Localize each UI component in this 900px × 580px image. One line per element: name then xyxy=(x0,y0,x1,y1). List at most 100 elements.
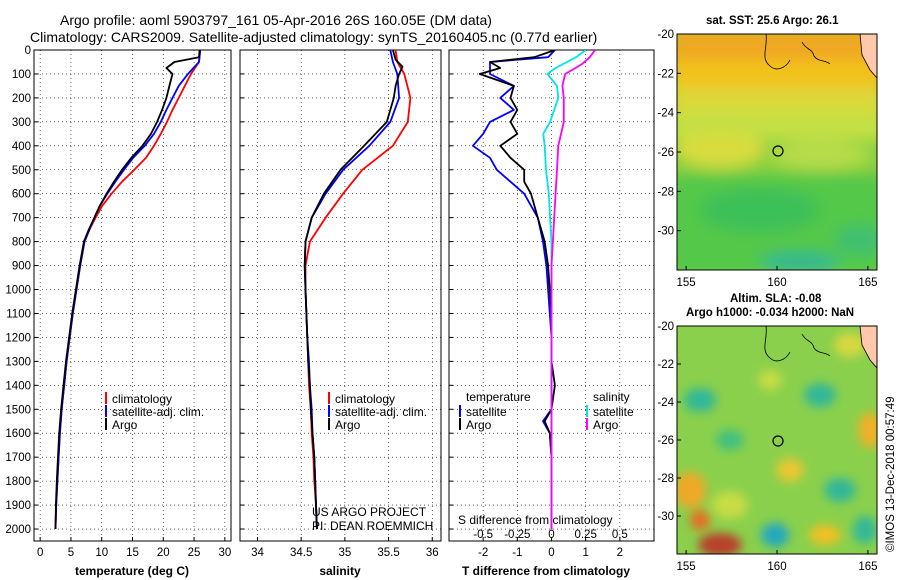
series-group xyxy=(303,50,412,530)
x-axis-label: T difference from climatology xyxy=(462,564,630,578)
lat-tick-label: -28 xyxy=(657,473,674,485)
series-line-argo xyxy=(303,50,404,530)
plot-frame xyxy=(239,49,442,542)
series-group xyxy=(471,50,596,529)
legend-s-satellite: satellite xyxy=(593,405,634,419)
depth-tick-label: 1200 xyxy=(5,332,31,344)
legend-satellite: satellite-adj. clim. xyxy=(112,405,204,419)
x-tick-label: 0 xyxy=(548,547,554,559)
lon-tick-label: 165 xyxy=(858,561,877,573)
depth-tick-label: 1400 xyxy=(5,380,31,392)
sla-map-title-line1: Altim. SLA: -0.08 xyxy=(730,293,822,305)
x-tick-label: 34.5 xyxy=(290,547,312,559)
lat-tick-label: -24 xyxy=(657,108,674,120)
difference-panel: -2 -1 0 1 2 -0.5 -0.25 0 0.25 0.5 T difference fro… xyxy=(448,49,655,578)
legend-climatology: climatology xyxy=(335,392,395,406)
series-line-argo xyxy=(54,50,201,530)
legend-title-temperature: temperature xyxy=(466,390,531,404)
legend-title-salinity: salinity xyxy=(593,390,630,404)
lat-tick-label: -22 xyxy=(657,359,674,371)
depth-tick-label: 2000 xyxy=(5,524,31,536)
map-axes: -20 -22 -24 -26 -28 -30 155 160 165 -20 -22 -24 -26 -… xyxy=(657,29,877,573)
s-diff-tick-label: 0.25 xyxy=(574,529,596,541)
depth-tick-label: 1700 xyxy=(5,452,31,464)
depth-tick-label: 1100 xyxy=(6,308,31,320)
x-axis-label: salinity xyxy=(319,564,361,578)
depth-tick-label: 900 xyxy=(12,261,31,273)
project-credit-line1: US ARGO PROJECT xyxy=(312,505,427,519)
s-diff-tick-label: 0 xyxy=(548,529,554,541)
lon-tick-label: 160 xyxy=(767,277,786,289)
x-tick-label: -2 xyxy=(478,547,488,559)
lat-tick-label: -22 xyxy=(657,68,674,80)
sst-map: sat. SST: 25.6 Argo: 26.1 xyxy=(676,15,878,271)
series-line-climatology xyxy=(304,50,412,530)
x-axis-label: temperature (deg C) xyxy=(75,564,189,578)
legend-t-argo: Argo xyxy=(466,418,492,432)
depth-tick-label: 1600 xyxy=(5,428,31,440)
lat-tick-label: -30 xyxy=(657,226,674,238)
depth-tick-label: 0 xyxy=(25,45,31,57)
lat-tick-label: -24 xyxy=(657,397,674,409)
legend-climatology: climatology xyxy=(112,392,172,406)
temperature-panel: 0100200300400500600700800900100011001200… xyxy=(5,45,232,578)
depth-tick-label: 500 xyxy=(12,165,31,177)
depth-tick-label: 1900 xyxy=(5,500,31,512)
difference-legend: temperature satellite Argo salinity sate… xyxy=(458,390,634,527)
depth-tick-label: 1500 xyxy=(5,404,31,416)
sst-map-title: sat. SST: 25.6 Argo: 26.1 xyxy=(706,15,839,27)
depth-tick-label: 200 xyxy=(12,93,31,105)
depth-tick-label: 400 xyxy=(12,141,31,153)
x-tick-label: 34 xyxy=(251,547,264,559)
s-diff-tick-label: -0.25 xyxy=(504,529,530,541)
sla-map: Altim. SLA: -0.08 Argo h1000: -0.034 h20… xyxy=(676,293,878,555)
lat-tick-label: -20 xyxy=(657,29,674,41)
x-tick-label: 0 xyxy=(37,547,43,559)
x-tick-label: 36 xyxy=(426,547,439,559)
legend-argo: Argo xyxy=(112,418,138,432)
x-tick-label: 30 xyxy=(218,547,231,559)
lon-tick-label: 155 xyxy=(676,561,695,573)
series-line-t-argo xyxy=(478,50,556,529)
depth-tick-label: 1800 xyxy=(5,476,31,488)
lon-tick-label: 160 xyxy=(767,561,786,573)
depth-tick-label: 100 xyxy=(12,69,31,81)
x-tick-label: -1 xyxy=(512,547,522,559)
depth-tick-label: 300 xyxy=(12,117,31,129)
lat-tick-label: -30 xyxy=(657,511,674,523)
depth-tick-label: 700 xyxy=(12,213,31,225)
s-diff-tick-label: -0.5 xyxy=(473,529,493,541)
project-credit-line2: PI: DEAN ROEMMICH xyxy=(312,519,433,533)
lon-tick-label: 165 xyxy=(858,277,877,289)
x-tick-label: 10 xyxy=(95,547,108,559)
profile-location-marker xyxy=(772,145,784,157)
legend-s-argo: Argo xyxy=(593,418,619,432)
title-line2: Climatology: CARS2009. Satellite-adjuste… xyxy=(30,29,597,45)
x-tick-label: 2 xyxy=(617,547,623,559)
series-group xyxy=(54,50,202,530)
x-tick-label: 5 xyxy=(68,547,74,559)
depth-tick-label: 1300 xyxy=(5,356,31,368)
profile-location-marker xyxy=(772,435,784,447)
depth-tick-label: 800 xyxy=(12,237,31,249)
sla-map-title-line2: Argo h1000: -0.034 h2000: NaN xyxy=(686,307,854,319)
x-tick-label: 35.5 xyxy=(377,547,399,559)
x-tick-label: 25 xyxy=(188,547,201,559)
s-difference-label: S difference from climatology xyxy=(458,513,613,527)
lat-tick-label: -26 xyxy=(657,435,674,447)
x-tick-label: 35 xyxy=(338,547,351,559)
title-line1: Argo profile: aoml 5903797_161 05-Apr-20… xyxy=(60,12,492,28)
x-tick-label: 20 xyxy=(157,547,170,559)
lat-tick-label: -20 xyxy=(657,321,674,333)
s-diff-tick-label: 0.5 xyxy=(612,529,628,541)
legend-argo: Argo xyxy=(335,418,361,432)
x-tick-label: 15 xyxy=(126,547,139,559)
salinity-panel: 34 34.5 35 35.5 36 salinity xyxy=(239,49,442,578)
credit-stamp: ©IMOS 13-Dec-2018 00:57:49 xyxy=(885,396,897,552)
salinity-legend: climatology satellite-adj. clim. Argo US… xyxy=(312,392,433,533)
lat-tick-label: -26 xyxy=(657,147,674,159)
plot-frame xyxy=(33,49,232,542)
legend-satellite: satellite-adj. clim. xyxy=(335,405,427,419)
depth-tick-label: 600 xyxy=(12,189,31,201)
